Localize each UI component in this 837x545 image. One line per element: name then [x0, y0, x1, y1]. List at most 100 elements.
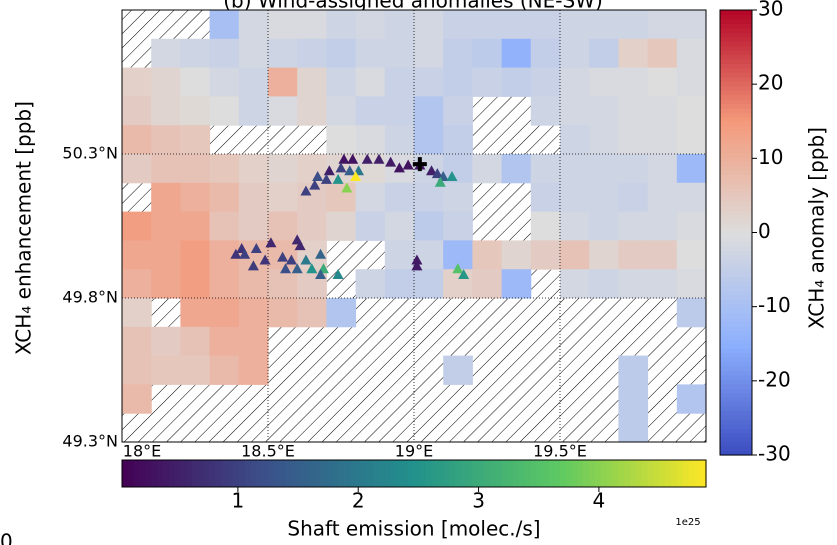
- anomaly-cell: [676, 154, 706, 184]
- colorbar-tick-label: 2: [352, 489, 365, 513]
- colorbar-gradient: [577, 460, 584, 487]
- anomaly-cell: [560, 10, 590, 40]
- mine-shaft: [277, 251, 289, 262]
- colorbar-gradient: [238, 460, 246, 487]
- anomaly-cell: [414, 269, 444, 299]
- anomaly-cell: [676, 182, 706, 213]
- x-tick-label: 18.5°E: [241, 442, 295, 461]
- mine-shaft: [393, 162, 405, 173]
- anomaly-cell: [530, 38, 561, 69]
- anomaly-cell: [618, 384, 649, 414]
- colorbar-gradient: [174, 460, 181, 487]
- mine-shaft: [247, 260, 259, 271]
- colorbar-gradient: [250, 460, 257, 487]
- anomaly-cell: [530, 182, 561, 213]
- anomaly-cell: [180, 298, 211, 328]
- mine-shaft: [350, 171, 362, 182]
- colorbar-gradient: [720, 241, 752, 247]
- colorbar-gradient: [355, 460, 363, 487]
- colorbar-gradient: [338, 460, 345, 487]
- mine-shaft: [294, 240, 306, 251]
- colorbar-tick-label: -20: [758, 367, 791, 391]
- colorbar-gradient: [720, 388, 752, 394]
- colorbar-gradient: [612, 460, 619, 487]
- anomaly-cell: [180, 240, 211, 270]
- anomaly-cell: [268, 269, 298, 299]
- anomaly-cell: [676, 38, 706, 69]
- colorbar-gradient: [244, 460, 252, 487]
- colorbar-gradient: [326, 460, 333, 487]
- anomaly-cell: [384, 10, 415, 40]
- colorbar-gradient: [720, 165, 752, 171]
- colorbar-gradient: [571, 460, 579, 487]
- x-tick-label: 19°E: [395, 442, 433, 461]
- anomaly-cell: [180, 125, 211, 155]
- anomaly-cell: [151, 240, 181, 270]
- colorbar-gradient: [484, 460, 491, 487]
- colorbar-gradient: [720, 325, 752, 331]
- emission-colorbar-label: Shaft emission [molec./s]: [287, 517, 540, 541]
- anomaly-cell: [414, 38, 444, 69]
- colorbar-gradient: [720, 196, 752, 202]
- anomaly-cell: [326, 125, 357, 155]
- colorbar-tick-label: -10: [758, 293, 791, 317]
- anomaly-cell: [180, 38, 211, 69]
- colorbar-gradient: [720, 330, 752, 336]
- colorbar-gradient: [659, 460, 666, 487]
- anomaly-cell: [268, 10, 298, 40]
- mine-shaft: [280, 263, 292, 274]
- colorbar-gradient: [720, 272, 752, 278]
- colorbar-gradient: [720, 361, 752, 367]
- anomaly-cell: [122, 211, 152, 241]
- colorbar-gradient: [720, 446, 752, 452]
- mine-shaft: [426, 165, 438, 176]
- mine-shaft: [338, 153, 350, 164]
- anomaly-cell: [151, 125, 181, 155]
- anomaly-cell: [151, 154, 181, 184]
- colorbar-gradient: [720, 90, 752, 96]
- anomaly-cell: [384, 67, 415, 97]
- colorbar-gradient: [720, 23, 752, 29]
- anomaly-cell: [589, 240, 619, 270]
- colorbar-gradient: [720, 67, 752, 73]
- anomaly-cell: [618, 240, 649, 270]
- anomaly-cell: [530, 240, 561, 270]
- anomaly-cell: [180, 211, 211, 241]
- anomaly-cell: [443, 182, 473, 213]
- colorbar-gradient: [308, 460, 316, 487]
- colorbar-gradient: [361, 460, 368, 487]
- anomaly-cell: [326, 67, 357, 97]
- anomaly-cell: [443, 10, 473, 40]
- colorbar-gradient: [618, 460, 625, 487]
- colorbar-gradient: [443, 460, 450, 487]
- mine-shaft: [446, 171, 458, 182]
- mine-shaft: [320, 173, 332, 184]
- colorbar-gradient: [720, 374, 752, 380]
- colorbar-gradient: [122, 460, 129, 487]
- colorbar-gradient: [720, 245, 752, 251]
- anomaly-cell: [647, 211, 678, 241]
- colorbar-gradient: [273, 460, 281, 487]
- anomaly-cell: [676, 125, 706, 155]
- chart-title: (b) Wind-assigned anomalies (NE-SW): [223, 0, 603, 13]
- colorbar-gradient: [720, 290, 752, 296]
- colorbar-gradient: [720, 392, 752, 398]
- anomaly-cell: [268, 38, 298, 69]
- colorbar-gradient: [720, 401, 752, 407]
- anomaly-cell: [560, 240, 590, 270]
- colorbar-gradient: [720, 370, 752, 376]
- mine-shaft: [402, 159, 414, 170]
- mine-shaft: [312, 171, 324, 182]
- colorbar-gradient: [720, 27, 752, 33]
- colorbar-gradient: [720, 334, 752, 340]
- colorbar-gradient: [536, 460, 544, 487]
- colorbar-gradient: [507, 460, 514, 487]
- colorbar-gradient: [720, 72, 752, 78]
- anomaly-cell: [618, 10, 649, 40]
- colorbar-gradient: [653, 460, 660, 487]
- anomaly-cell: [647, 154, 678, 184]
- colorbar-gradient: [197, 460, 205, 487]
- colorbar-gradient: [720, 76, 752, 82]
- mine-shaft: [315, 248, 327, 259]
- anomaly-cell: [355, 125, 386, 155]
